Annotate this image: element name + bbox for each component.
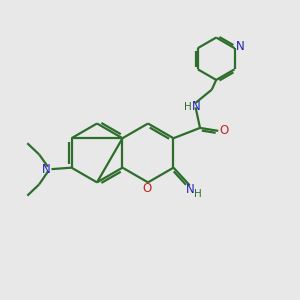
- Text: N: N: [42, 163, 51, 176]
- Text: H: H: [184, 102, 191, 112]
- Text: N: N: [186, 183, 194, 196]
- Text: O: O: [142, 182, 151, 195]
- Text: H: H: [194, 189, 202, 199]
- Text: N: N: [192, 100, 200, 113]
- Text: O: O: [219, 124, 228, 137]
- Text: N: N: [236, 40, 245, 53]
